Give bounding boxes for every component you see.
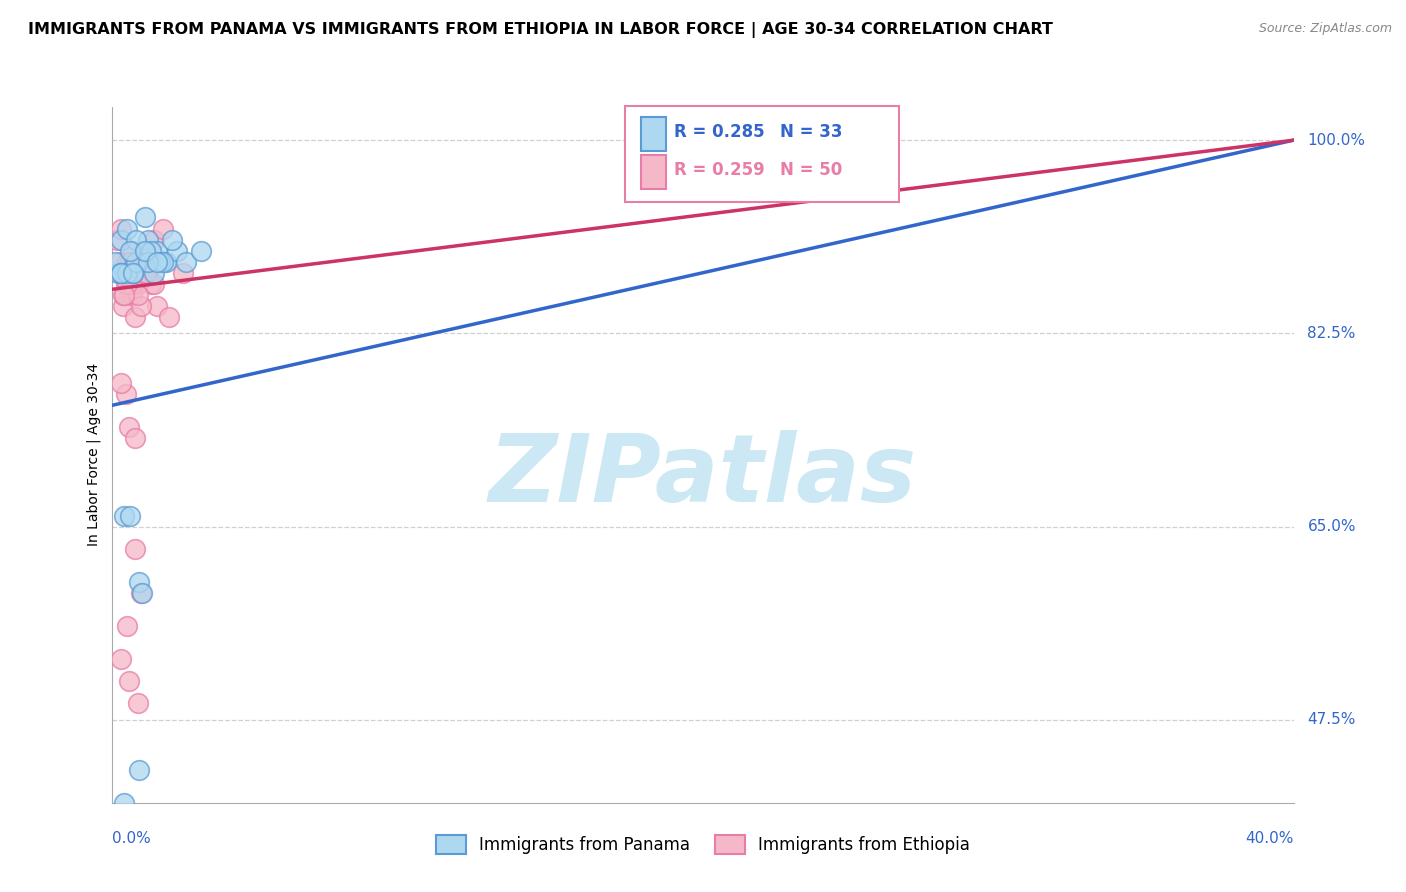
Legend: Immigrants from Panama, Immigrants from Ethiopia: Immigrants from Panama, Immigrants from … xyxy=(429,828,977,861)
Point xyxy=(125,254,148,268)
Text: N = 50: N = 50 xyxy=(780,161,842,179)
Text: R = 0.285: R = 0.285 xyxy=(675,123,765,141)
Point xyxy=(142,277,165,291)
Point xyxy=(134,244,156,258)
Point xyxy=(118,287,141,301)
Text: 0.0%: 0.0% xyxy=(112,830,152,846)
Point xyxy=(127,287,149,301)
Point xyxy=(108,254,131,268)
Point xyxy=(112,266,135,280)
Point xyxy=(135,266,157,280)
Point xyxy=(104,254,127,268)
Point xyxy=(118,266,141,280)
Point xyxy=(128,763,150,777)
Point xyxy=(146,299,169,313)
Point xyxy=(142,233,165,247)
Point xyxy=(120,244,142,258)
Point xyxy=(110,266,132,280)
Point xyxy=(155,254,177,268)
Point xyxy=(146,244,169,258)
Point xyxy=(114,387,136,401)
Point xyxy=(107,266,129,280)
Point xyxy=(110,652,132,666)
Point xyxy=(132,266,155,280)
Point xyxy=(112,508,135,523)
Point xyxy=(112,287,135,301)
Point xyxy=(128,574,150,589)
Point xyxy=(117,254,138,268)
Point xyxy=(124,541,146,556)
Point xyxy=(139,244,162,258)
Text: R = 0.259: R = 0.259 xyxy=(675,161,765,179)
Point xyxy=(127,697,149,711)
Text: 100.0%: 100.0% xyxy=(1308,133,1365,148)
Point xyxy=(134,211,156,225)
Point xyxy=(157,310,180,324)
Point xyxy=(115,277,138,291)
Text: ZIPatlas: ZIPatlas xyxy=(489,430,917,522)
Point xyxy=(118,420,141,434)
Text: N = 33: N = 33 xyxy=(780,123,842,141)
Point xyxy=(122,266,145,280)
Point xyxy=(174,254,197,268)
Point xyxy=(134,244,156,258)
Point xyxy=(129,586,152,600)
Point xyxy=(124,431,146,445)
Point xyxy=(129,299,152,313)
Y-axis label: In Labor Force | Age 30-34: In Labor Force | Age 30-34 xyxy=(87,363,101,547)
Point xyxy=(136,254,159,268)
Point xyxy=(152,254,174,268)
Point xyxy=(114,277,136,291)
Point xyxy=(131,586,153,600)
Point xyxy=(138,254,160,268)
Point xyxy=(142,266,165,280)
Point xyxy=(121,277,143,291)
Point xyxy=(125,233,148,247)
Point xyxy=(108,266,131,280)
Point xyxy=(139,277,162,291)
Point xyxy=(172,266,194,280)
Point xyxy=(146,254,169,268)
Point xyxy=(135,266,157,280)
Point xyxy=(149,254,172,268)
Point xyxy=(127,277,149,291)
Point xyxy=(110,376,132,391)
Point xyxy=(152,221,174,235)
Text: Source: ZipAtlas.com: Source: ZipAtlas.com xyxy=(1258,22,1392,36)
Point xyxy=(111,287,134,301)
Point xyxy=(132,254,155,268)
Point xyxy=(136,266,159,280)
Point xyxy=(118,674,141,689)
Point xyxy=(121,266,143,280)
Point xyxy=(166,244,188,258)
Point xyxy=(138,254,160,268)
Point xyxy=(128,266,150,280)
Point xyxy=(112,796,135,810)
Point xyxy=(105,233,128,247)
Point xyxy=(131,266,153,280)
Text: IMMIGRANTS FROM PANAMA VS IMMIGRANTS FROM ETHIOPIA IN LABOR FORCE | AGE 30-34 CO: IMMIGRANTS FROM PANAMA VS IMMIGRANTS FRO… xyxy=(28,22,1053,38)
Point xyxy=(110,233,132,247)
Text: 82.5%: 82.5% xyxy=(1308,326,1355,341)
Text: 65.0%: 65.0% xyxy=(1308,519,1355,534)
Point xyxy=(110,266,132,280)
Point xyxy=(136,233,159,247)
Point xyxy=(115,619,138,633)
Point xyxy=(111,299,134,313)
Point xyxy=(190,244,212,258)
Point xyxy=(122,266,145,280)
Point xyxy=(120,254,142,268)
Point xyxy=(117,266,138,280)
Point xyxy=(120,508,142,523)
Text: 40.0%: 40.0% xyxy=(1246,830,1294,846)
Point xyxy=(124,310,146,324)
Text: 47.5%: 47.5% xyxy=(1308,713,1355,728)
Point xyxy=(160,233,183,247)
Point xyxy=(125,254,148,268)
Point xyxy=(121,287,143,301)
Point xyxy=(122,244,145,258)
Point xyxy=(110,221,132,235)
Point xyxy=(117,221,138,235)
